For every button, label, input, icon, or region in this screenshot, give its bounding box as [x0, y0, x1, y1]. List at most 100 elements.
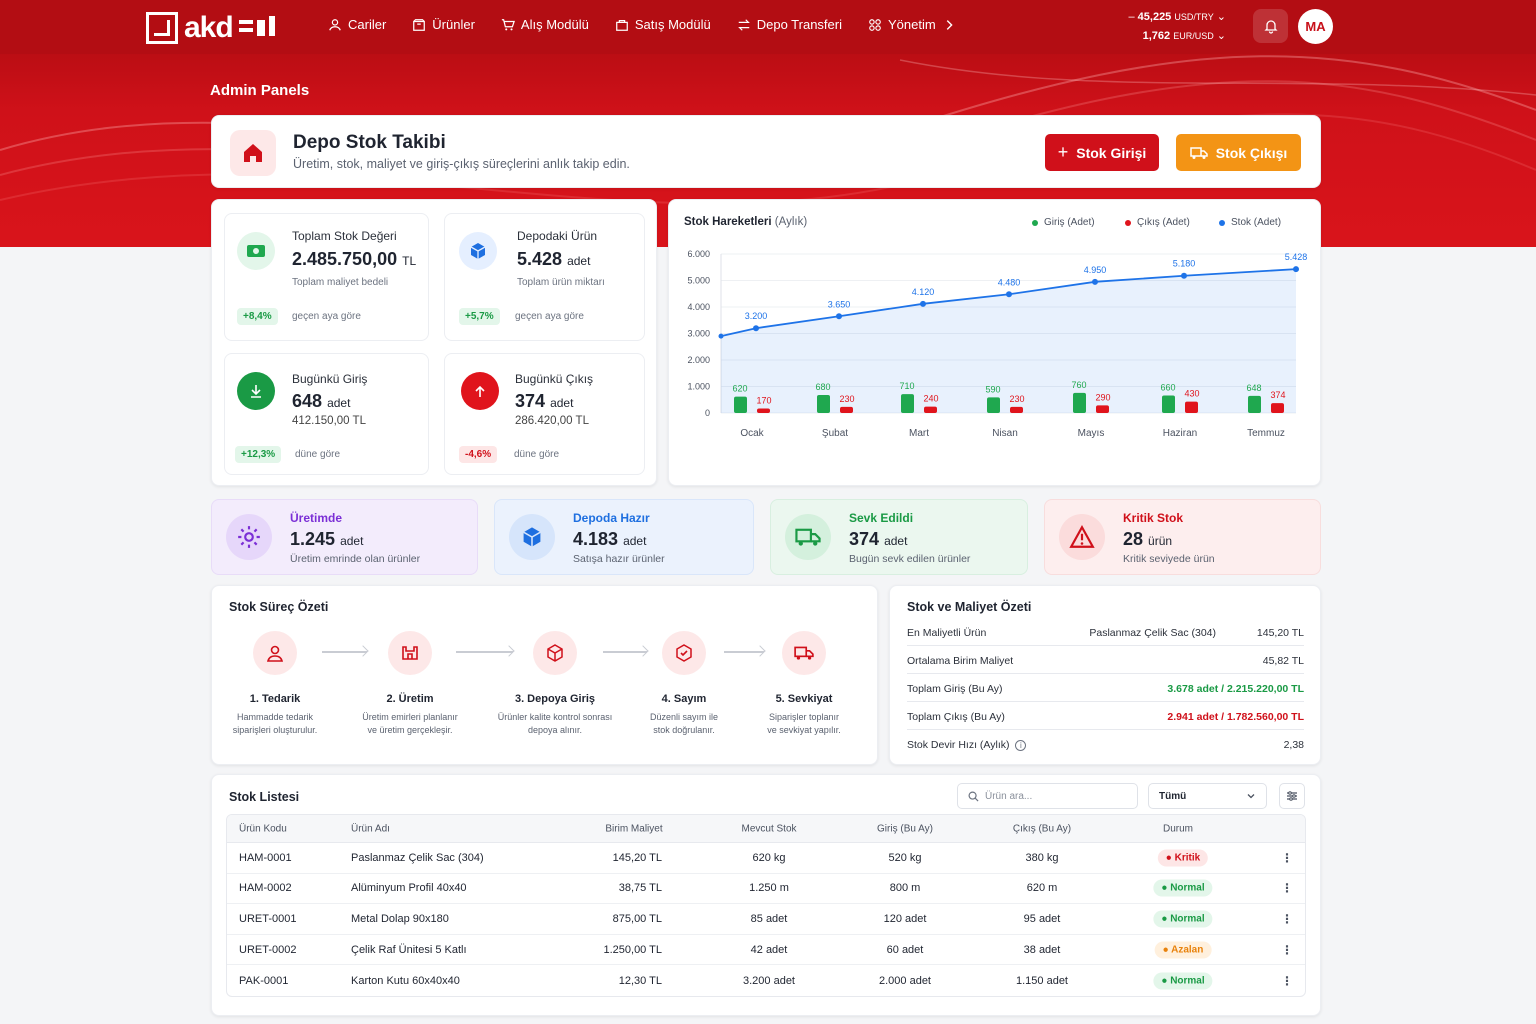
nav-item-alis[interactable]: Alış Modülü: [501, 17, 589, 32]
cost-value: 2,38: [1283, 739, 1304, 751]
status-value: 374 adet: [849, 529, 907, 550]
cell-out: 620 m: [1026, 882, 1058, 895]
home-icon: [230, 130, 276, 176]
nav-item-urunler[interactable]: Ürünler: [412, 17, 475, 32]
rate-usd-try-unit: USD/TRY: [1174, 12, 1214, 22]
nav-item-cariler[interactable]: Cariler: [328, 17, 386, 32]
stock-out-button[interactable]: Stok Çıkışı: [1176, 134, 1301, 171]
rate-usd-try[interactable]: – 45,225 USD/TRY ⌄: [1128, 11, 1226, 23]
step-title: 1. Tedarik: [249, 693, 301, 705]
step-desc-line: stok doğrulanır.: [653, 725, 715, 735]
x-tick-label: Temmuz: [1247, 428, 1285, 439]
cost-row: Ortalama Birim Maliyet 45,82 TL: [907, 646, 1304, 674]
column-header[interactable]: Durum: [1162, 823, 1194, 834]
step-desc-line: siparişleri oluşturulur.: [232, 725, 318, 735]
status-filter-select[interactable]: Tümü: [1148, 783, 1267, 809]
status-card-production: Üretimde 1.245 adet Üretim emrinde olan …: [211, 499, 478, 575]
bar-in: [1248, 395, 1261, 413]
chart-title-text: Stok Hareketleri: [684, 216, 772, 228]
cell-out: 1.150 adet: [1016, 974, 1068, 987]
status-card-ready: Depoda Hazır 4.183 adet Satışa hazır ürü…: [494, 499, 754, 575]
column-header[interactable]: Giriş (Bu Ay): [877, 823, 933, 834]
cell-stock: 85 adet: [750, 912, 788, 925]
legend-label: Giriş (Adet): [1044, 217, 1095, 228]
cell-code: PAK-0001: [239, 974, 289, 987]
step-title: 4. Sayım: [661, 693, 707, 705]
stat-change-badge: +12,3%: [235, 446, 282, 463]
cell-name: Metal Dolap 90x180: [351, 912, 449, 925]
upload-icon: [461, 372, 499, 410]
status-sub: Kritik seviyede ürün: [1123, 553, 1215, 565]
table-row[interactable]: URET-0002 Çelik Raf Ünitesi 5 Katlı 1.250,…: [227, 935, 1305, 966]
stock-table: Ürün Kodu Ürün Adı Birim Maliyet Mevcut …: [226, 814, 1306, 997]
bar-in-label: 660: [1160, 383, 1175, 393]
brand-logo[interactable]: akd: [146, 11, 279, 45]
stock-in-button[interactable]: + Stok Girişi: [1045, 134, 1159, 171]
bell-icon: [1263, 20, 1278, 34]
bar-out: [757, 408, 770, 413]
nav-item-depo-transferi[interactable]: Depo Transferi: [737, 17, 842, 32]
step-desc-line: Siparişler toplanır: [768, 712, 840, 722]
nav-item-satis[interactable]: Satış Modülü: [615, 17, 711, 32]
column-header[interactable]: Mevcut Stok: [741, 823, 797, 834]
bar-in: [987, 397, 1000, 413]
stat-change-badge: -4,6%: [459, 446, 498, 463]
column-header[interactable]: Ürün Adı: [351, 823, 390, 834]
rate-eur-usd-unit: EUR/USD: [1173, 31, 1214, 41]
table-row[interactable]: HAM-0002 Alüminyum Profil 40x40 38,75 TL 1.…: [227, 874, 1305, 905]
admin-panel-title: Admin Panels: [210, 82, 310, 99]
y-tick-label: 2.000: [687, 355, 710, 365]
stat-value-number: 648: [292, 391, 323, 411]
logo-text: akd: [184, 11, 234, 44]
status-value: 28 ürün: [1123, 529, 1172, 550]
bar-out-label: 240: [923, 394, 938, 404]
bar-in-label: 680: [815, 382, 830, 392]
chart-title-suffix: (Aylık): [774, 216, 808, 228]
column-header[interactable]: Çıkış (Bu Ay): [1012, 823, 1072, 834]
cost-value: 145,20 TL: [1256, 627, 1304, 639]
row-menu-button[interactable]: ⋮: [1281, 973, 1293, 988]
chevron-right-icon: [946, 19, 953, 30]
cost-label-text: Stok Devir Hızı (Aylık): [907, 739, 1010, 751]
cost-label: Ortalama Birim Maliyet: [907, 655, 1014, 667]
select-value: Tümü: [1159, 790, 1187, 802]
cell-name: Çelik Raf Ünitesi 5 Katlı: [351, 943, 467, 956]
notifications-button[interactable]: [1253, 9, 1288, 43]
table-row[interactable]: URET-0001 Metal Dolap 90x180 875,00 TL 85 a…: [227, 904, 1305, 935]
status-value-number: 28: [1123, 529, 1144, 549]
stock-point: [836, 313, 842, 320]
cost-row: En Maliyetli Ürün Paslanmaz Çelik Sac (3…: [907, 618, 1304, 646]
cost-label: En Maliyetli Ürün: [907, 627, 987, 639]
user-avatar[interactable]: MA: [1298, 9, 1333, 44]
nav-item-yonetim[interactable]: Yönetim: [868, 17, 956, 32]
cost-summary-card: Stok ve Maliyet Özeti En Maliyetli Ürün …: [889, 585, 1321, 765]
row-menu-button[interactable]: ⋮: [1281, 942, 1293, 957]
stat-sub: Toplam ürün miktarı: [517, 277, 605, 288]
download-icon: [237, 372, 275, 410]
bar-in: [901, 394, 914, 413]
status-badge: ● Kritik: [1157, 849, 1209, 867]
filter-settings-button[interactable]: [1279, 783, 1305, 809]
currency-rates[interactable]: – 45,225 USD/TRY ⌄ 1,762 EUR/USD ⌄: [1120, 8, 1226, 46]
search-input[interactable]: Ürün ara...: [957, 783, 1138, 809]
rate-eur-usd[interactable]: 1,762 EUR/USD ⌄: [1120, 27, 1226, 46]
column-header[interactable]: Ürün Kodu: [239, 823, 287, 834]
cell-code: URET-0001: [239, 912, 297, 925]
nav-item-label: Ürünler: [432, 17, 475, 32]
row-menu-button[interactable]: ⋮: [1281, 881, 1293, 896]
y-tick-label: 0: [705, 408, 710, 418]
stat-change-note: düne göre: [514, 449, 560, 460]
table-row[interactable]: PAK-0001 Karton Kutu 60x40x40 12,30 TL 3.20…: [227, 965, 1305, 996]
package-icon: [533, 631, 577, 675]
legend-label: Çıkış (Adet): [1137, 217, 1190, 228]
cost-label: Stok Devir Hızı (Aylık) i: [907, 739, 1027, 751]
table-row[interactable]: HAM-0001 Paslanmaz Çelik Sac (304) 145,20 …: [227, 843, 1305, 874]
stat-value: 2.485.750,00 TL: [292, 249, 416, 270]
row-menu-button[interactable]: ⋮: [1281, 850, 1293, 865]
column-header[interactable]: Birim Maliyet: [605, 823, 663, 834]
step-desc-line: Düzenli sayım ile: [649, 712, 719, 722]
status-sub: Bugün sevk edilen ürünler: [849, 553, 971, 565]
status-card-critical: Kritik Stok 28 ürün Kritik seviyede ürün: [1044, 499, 1321, 575]
row-menu-button[interactable]: ⋮: [1281, 911, 1293, 926]
info-icon[interactable]: i: [1015, 740, 1027, 751]
